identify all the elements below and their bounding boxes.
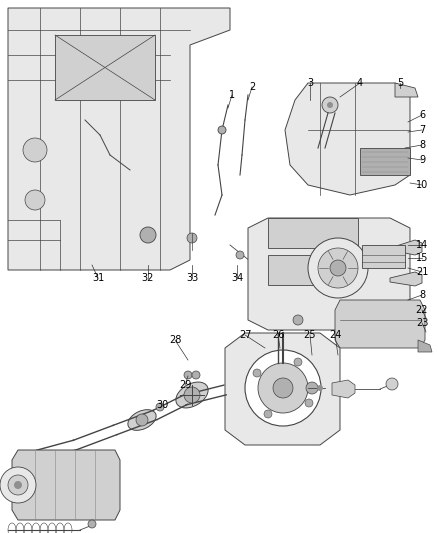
Text: 10: 10 [416, 180, 428, 190]
Text: 30: 30 [156, 400, 168, 410]
Text: 3: 3 [307, 78, 313, 88]
Polygon shape [335, 300, 425, 348]
Polygon shape [395, 83, 418, 97]
Polygon shape [418, 340, 432, 352]
Circle shape [184, 387, 200, 403]
Circle shape [258, 363, 308, 413]
Polygon shape [248, 218, 410, 330]
Circle shape [245, 350, 321, 426]
Circle shape [264, 410, 272, 418]
Text: 14: 14 [416, 240, 428, 250]
Circle shape [386, 378, 398, 390]
Circle shape [140, 227, 156, 243]
Polygon shape [12, 450, 120, 520]
Circle shape [305, 399, 313, 407]
Text: 27: 27 [239, 330, 251, 340]
Text: 22: 22 [416, 305, 428, 315]
Circle shape [218, 126, 226, 134]
Circle shape [294, 358, 302, 366]
Text: 26: 26 [272, 330, 284, 340]
Ellipse shape [128, 410, 156, 430]
Circle shape [25, 190, 45, 210]
Circle shape [187, 233, 197, 243]
Ellipse shape [176, 382, 208, 408]
Text: 28: 28 [169, 335, 181, 345]
Circle shape [293, 315, 303, 325]
Circle shape [156, 403, 164, 411]
Circle shape [88, 520, 96, 528]
Circle shape [330, 260, 346, 276]
Circle shape [136, 414, 148, 426]
Text: 5: 5 [397, 78, 403, 88]
Polygon shape [268, 218, 358, 248]
Circle shape [253, 369, 261, 377]
Polygon shape [225, 333, 340, 445]
Text: 23: 23 [416, 318, 428, 328]
Text: 25: 25 [304, 330, 316, 340]
Polygon shape [55, 35, 155, 100]
Text: 24: 24 [329, 330, 341, 340]
Circle shape [236, 251, 244, 259]
Ellipse shape [274, 360, 286, 366]
Text: 1: 1 [229, 90, 235, 100]
Circle shape [318, 248, 358, 288]
Polygon shape [268, 255, 358, 285]
Circle shape [23, 138, 47, 162]
Text: 33: 33 [186, 273, 198, 283]
Text: 15: 15 [416, 253, 428, 263]
Ellipse shape [271, 349, 296, 361]
Polygon shape [362, 245, 405, 268]
Text: 21: 21 [416, 267, 428, 277]
Circle shape [192, 371, 200, 379]
Circle shape [317, 385, 323, 391]
Circle shape [273, 378, 293, 398]
Text: 4: 4 [357, 78, 363, 88]
Circle shape [8, 475, 28, 495]
Circle shape [14, 481, 22, 489]
Text: 31: 31 [92, 273, 104, 283]
Polygon shape [285, 83, 410, 195]
Circle shape [322, 97, 338, 113]
Text: 6: 6 [419, 110, 425, 120]
Text: 32: 32 [142, 273, 154, 283]
Polygon shape [390, 240, 422, 255]
Circle shape [306, 382, 318, 394]
Polygon shape [332, 380, 355, 398]
Text: 8: 8 [419, 290, 425, 300]
Circle shape [184, 371, 192, 379]
Text: 9: 9 [419, 155, 425, 165]
Text: 2: 2 [249, 82, 255, 92]
Text: 29: 29 [179, 380, 191, 390]
Circle shape [0, 467, 36, 503]
Polygon shape [360, 148, 410, 175]
Text: 8: 8 [419, 140, 425, 150]
Text: 7: 7 [419, 125, 425, 135]
Text: 34: 34 [231, 273, 243, 283]
Circle shape [308, 238, 368, 298]
Polygon shape [8, 8, 230, 270]
Polygon shape [390, 272, 422, 286]
Circle shape [327, 102, 333, 108]
